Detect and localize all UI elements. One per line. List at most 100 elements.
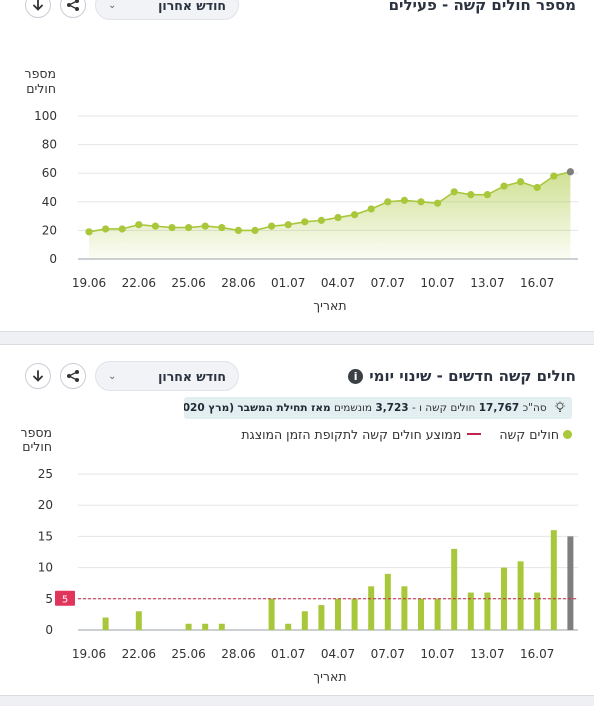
share-button[interactable] — [60, 363, 86, 389]
legend-series-swatch — [563, 430, 572, 439]
y-axis-title-line1: מספר — [21, 425, 52, 440]
bar — [102, 617, 109, 630]
data-point — [85, 228, 93, 236]
data-point — [434, 199, 442, 207]
y-tick-label: 0 — [45, 623, 53, 637]
y-tick-label: 20 — [42, 223, 57, 237]
chevron-down-icon: ⌄ — [108, 370, 117, 382]
period-select-value: חודש אחרון — [158, 368, 226, 384]
x-tick-label: 19.06 — [72, 276, 106, 290]
bar — [185, 623, 192, 630]
chart-legend: חולים קשה ממוצע חולים קשה לתקופת הזמן המו… — [241, 427, 572, 442]
x-tick-label: 01.07 — [271, 276, 305, 290]
summary-prefix: סה"כ — [522, 402, 547, 414]
x-tick-label: 01.07 — [271, 647, 305, 661]
x-axis-title: תאריך — [313, 669, 346, 684]
bar — [451, 548, 458, 630]
summary-paren: (מרץ 2020) — [184, 402, 234, 414]
x-tick-label: 22.06 — [122, 276, 156, 290]
x-tick-label: 16.07 — [520, 276, 554, 290]
data-point — [268, 222, 276, 230]
chart-title: חולים קשה חדשים - שינוי יומי i — [348, 367, 576, 385]
data-point — [351, 211, 359, 219]
x-tick-label: 13.07 — [470, 647, 504, 661]
average-badge — [55, 590, 75, 606]
share-button[interactable] — [60, 0, 86, 18]
download-icon — [33, 0, 43, 11]
bar — [318, 605, 325, 630]
bar — [335, 598, 341, 630]
data-point — [118, 225, 126, 233]
summary-since: מאז תחילת המשבר — [237, 402, 331, 414]
summary-mid: חולים קשה ו - — [411, 402, 476, 414]
x-tick-label: 07.07 — [371, 647, 405, 661]
bar — [484, 592, 491, 630]
data-point — [201, 222, 209, 230]
bar — [368, 586, 375, 630]
summary-mid2: מונשמים — [333, 402, 373, 414]
bar — [550, 530, 557, 630]
y-tick-label: 10 — [38, 561, 53, 575]
data-point — [384, 198, 392, 206]
period-select[interactable]: ⌄ חודש אחרון — [95, 0, 239, 20]
legend-average-swatch — [467, 433, 482, 435]
data-point — [367, 205, 375, 213]
bar — [301, 611, 308, 630]
lightbulb-icon — [555, 401, 565, 412]
bar — [517, 561, 524, 630]
bar — [434, 598, 441, 630]
y-tick-label: 5 — [45, 592, 53, 606]
x-tick-label: 28.06 — [221, 276, 255, 290]
summary-total: 17,767 — [478, 402, 520, 414]
active-severe-card: ⌄ חודש אחרון מספר חולים קשה - פעילים מספ… — [0, 0, 594, 332]
average-value-label: 5 — [62, 594, 68, 605]
x-tick-label: 25.06 — [171, 647, 205, 661]
bar — [401, 586, 408, 630]
y-tick-label: 60 — [42, 166, 57, 180]
period-select[interactable]: ⌄ חודש אחרון — [95, 361, 239, 391]
new-severe-card: ⌄ חודש אחרון חולים קשה חדשים - שינוי יומ… — [0, 344, 594, 696]
data-point — [234, 226, 242, 234]
data-point — [251, 226, 259, 234]
data-point — [400, 196, 408, 204]
bar — [534, 592, 541, 630]
download-icon — [33, 370, 43, 382]
bar — [135, 611, 142, 630]
bar — [285, 623, 292, 630]
data-point — [151, 222, 159, 230]
legend-series-label: חולים קשה — [499, 427, 559, 442]
bar — [418, 598, 424, 630]
y-tick-label: 25 — [38, 467, 53, 481]
data-point — [450, 188, 458, 196]
x-tick-label: 25.06 — [171, 276, 205, 290]
data-point — [185, 223, 193, 232]
area-fill — [89, 171, 571, 259]
x-tick-label: 10.07 — [420, 276, 454, 290]
chart-title-text: חולים קשה חדשים - שינוי יומי — [369, 367, 576, 385]
data-point — [566, 168, 575, 176]
data-point — [168, 223, 176, 232]
data-point — [301, 218, 309, 226]
y-tick-label: 100 — [34, 109, 57, 123]
bar — [384, 573, 391, 630]
bar — [202, 623, 209, 630]
data-point — [467, 191, 475, 199]
bar — [351, 598, 358, 630]
bar — [268, 598, 275, 630]
x-tick-label: 10.07 — [420, 647, 454, 661]
x-tick-label: 28.06 — [221, 647, 255, 661]
x-tick-label: 04.07 — [321, 276, 355, 290]
x-tick-label: 19.06 — [72, 647, 106, 661]
data-point — [218, 223, 226, 232]
share-icon — [67, 0, 79, 11]
info-icon[interactable]: i — [348, 369, 364, 384]
data-point — [483, 191, 491, 199]
download-button[interactable] — [25, 363, 51, 389]
y-axis-title-line1: מספר — [25, 66, 56, 81]
x-tick-label: 16.07 — [520, 647, 554, 661]
chevron-down-icon: ⌄ — [108, 0, 117, 11]
share-icon — [67, 370, 79, 382]
y-axis-title-line2: חולים — [22, 439, 52, 454]
data-point — [517, 178, 525, 186]
data-point — [417, 198, 425, 206]
